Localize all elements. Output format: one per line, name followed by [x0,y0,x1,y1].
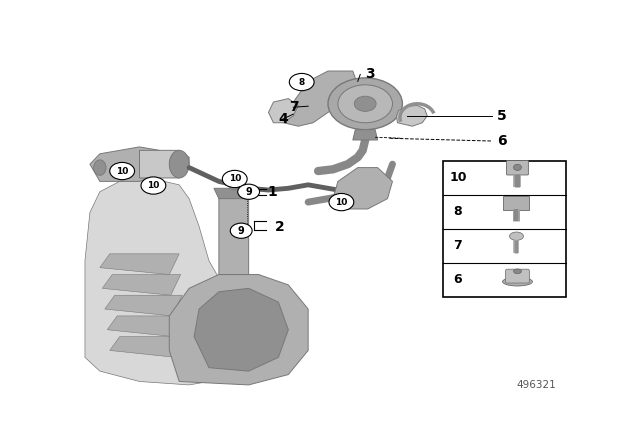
Text: 9: 9 [245,187,252,197]
Polygon shape [219,188,249,275]
Polygon shape [396,106,428,126]
Circle shape [222,170,247,188]
Text: 9: 9 [238,226,244,236]
Polygon shape [333,168,392,209]
Text: 10: 10 [449,171,467,184]
Text: 2: 2 [275,220,285,234]
Polygon shape [102,275,180,295]
Circle shape [230,223,252,238]
Text: 7: 7 [454,239,462,252]
Ellipse shape [513,269,522,274]
Text: 7: 7 [289,100,299,114]
Polygon shape [194,289,288,371]
Polygon shape [90,147,169,181]
Ellipse shape [169,151,189,178]
Text: 4: 4 [278,112,288,126]
Polygon shape [353,129,378,140]
Text: 5: 5 [497,109,506,123]
Polygon shape [105,295,182,316]
Circle shape [338,85,392,123]
Polygon shape [108,316,184,336]
Polygon shape [110,336,185,358]
Polygon shape [284,71,358,126]
Text: 496321: 496321 [516,380,556,390]
Text: 10: 10 [147,181,159,190]
FancyBboxPatch shape [507,160,529,175]
Ellipse shape [502,277,532,286]
Ellipse shape [229,180,238,190]
Ellipse shape [513,164,522,171]
Polygon shape [169,275,308,385]
Text: 8: 8 [454,205,462,218]
Text: 3: 3 [365,68,375,82]
Text: 1: 1 [268,185,277,199]
Polygon shape [100,254,179,275]
Circle shape [289,73,314,90]
Text: 10: 10 [335,198,348,207]
Polygon shape [85,178,249,385]
Circle shape [110,163,134,180]
Text: 10: 10 [228,174,241,184]
FancyBboxPatch shape [502,196,529,210]
Circle shape [355,96,376,112]
Text: 6: 6 [454,273,462,286]
Polygon shape [214,188,253,198]
FancyBboxPatch shape [443,161,566,297]
Polygon shape [269,99,298,123]
Ellipse shape [509,232,524,240]
Circle shape [329,194,354,211]
Circle shape [328,78,403,129]
FancyBboxPatch shape [506,269,529,283]
Ellipse shape [93,160,106,175]
Text: 8: 8 [299,78,305,86]
Text: 6: 6 [497,134,506,148]
Polygon shape [140,151,189,178]
Text: 10: 10 [116,167,129,176]
Circle shape [141,177,166,194]
Circle shape [237,184,260,199]
